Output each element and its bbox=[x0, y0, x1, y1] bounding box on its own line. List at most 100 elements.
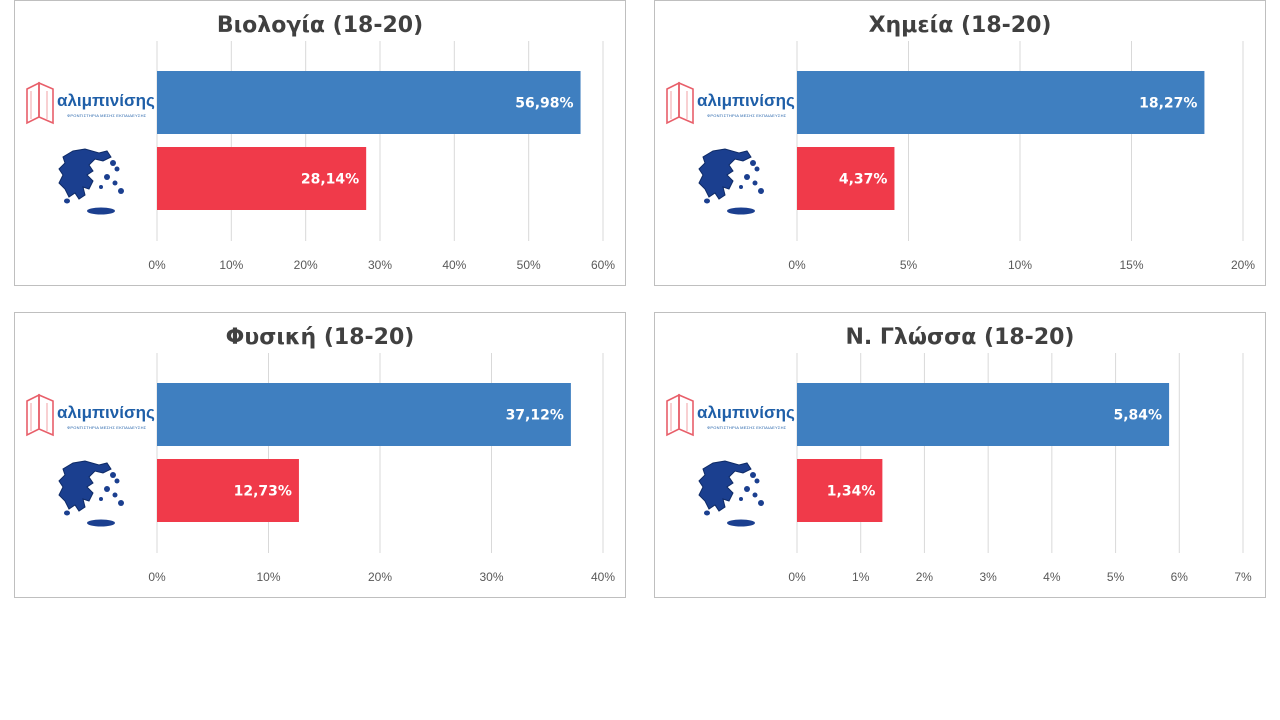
mainland-shape bbox=[58, 148, 112, 200]
island-shape bbox=[744, 486, 750, 492]
book-icon-page bbox=[38, 81, 54, 125]
chart-svg: 0% 10% 20% 30% 40% 37,12% 12,73% αλιμπινίσης ΦΡΟ… bbox=[26, 353, 615, 584]
data-label: 28,14% bbox=[301, 172, 359, 188]
crete-shape bbox=[727, 519, 755, 527]
greece-map-icon bbox=[58, 460, 124, 527]
tick-label: 40% bbox=[442, 258, 466, 272]
island-shape bbox=[104, 174, 110, 180]
island-shape bbox=[752, 180, 758, 186]
logo-tagline: ΦΡΟΝΤΙΣΤΗΡΙΑ ΜΕΣΗΣ ΕΚΠΑΙΔΕΥΣΗΣ bbox=[707, 113, 787, 118]
chart-svg: 0% 1% 2% 3% 4% 5% 6% 7% 5,84% 1,34% αλιμπινίσης ΦΡΟ… bbox=[666, 353, 1252, 584]
logo-tagline: ΦΡΟΝΤΙΣΤΗΡΙΑ ΜΕΣΗΣ ΕΚΠΑΙΔΕΥΣΗΣ bbox=[707, 425, 787, 430]
book-icon-lines bbox=[670, 91, 688, 119]
logo-tagline: ΦΡΟΝΤΙΣΤΗΡΙΑ ΜΕΣΗΣ ΕΚΠΑΙΔΕΥΣΗΣ bbox=[67, 425, 147, 430]
tick-label: 40% bbox=[591, 570, 615, 584]
chart-svg: 0% 10% 20% 30% 40% 50% 60% 56,98% 28,14% αλιμπινί… bbox=[26, 41, 615, 272]
island-shape bbox=[64, 198, 70, 204]
chart-panel-language: Ν. Γλώσσα (18-20) 0% 1% 2% 3% 4% 5% 6% 7% 5,84% 1… bbox=[654, 312, 1266, 598]
chart-title: Ν. Γλώσσα (18-20) bbox=[845, 325, 1075, 350]
tick-label: 0% bbox=[788, 258, 806, 272]
logo-name: αλιμπινίσης bbox=[57, 403, 155, 422]
tick-label: 5% bbox=[900, 258, 918, 272]
greece-map-icon bbox=[58, 148, 124, 215]
bar-school bbox=[797, 71, 1205, 134]
island-shape bbox=[704, 510, 710, 516]
tick-label: 6% bbox=[1171, 570, 1189, 584]
island-shape bbox=[750, 160, 756, 166]
tick-label: 15% bbox=[1119, 258, 1143, 272]
tick-label: 10% bbox=[1008, 258, 1032, 272]
island-shape bbox=[114, 166, 120, 172]
book-icon-lines bbox=[30, 403, 48, 431]
data-label: 4,37% bbox=[839, 172, 888, 188]
mainland-shape bbox=[698, 148, 752, 200]
bar-school bbox=[157, 71, 581, 134]
bar-school bbox=[797, 383, 1170, 446]
brand-logo: αλιμπινίσης ΦΡΟΝΤΙΣΤΗΡΙΑ ΜΕΣΗΣ ΕΚΠΑΙΔΕΥΣΗ… bbox=[666, 393, 795, 437]
brand-logo: αλιμπινίσης ΦΡΟΝΤΙΣΤΗΡΙΑ ΜΕΣΗΣ ΕΚΠΑΙΔΕΥΣΗ… bbox=[26, 81, 155, 125]
island-shape bbox=[64, 510, 70, 516]
data-label: 5,84% bbox=[1114, 408, 1163, 424]
island-shape bbox=[110, 160, 116, 166]
data-label: 12,73% bbox=[234, 484, 292, 500]
data-label: 37,12% bbox=[506, 408, 564, 424]
brand-logo: αλιμπινίσης ΦΡΟΝΤΙΣΤΗΡΙΑ ΜΕΣΗΣ ΕΚΠΑΙΔΕΥΣΗ… bbox=[666, 81, 795, 125]
book-icon bbox=[666, 393, 680, 437]
data-label: 56,98% bbox=[515, 96, 573, 112]
island-shape bbox=[704, 198, 710, 204]
island-shape bbox=[99, 497, 103, 501]
island-shape bbox=[739, 497, 743, 501]
tick-label: 60% bbox=[591, 258, 615, 272]
logo-tagline: ΦΡΟΝΤΙΣΤΗΡΙΑ ΜΕΣΗΣ ΕΚΠΑΙΔΕΥΣΗΣ bbox=[67, 113, 147, 118]
tick-label: 10% bbox=[256, 570, 280, 584]
island-shape bbox=[750, 472, 756, 478]
island-shape bbox=[739, 185, 743, 189]
tick-label: 20% bbox=[368, 570, 392, 584]
island-shape bbox=[758, 500, 764, 506]
logo-name: αλιμπινίσης bbox=[697, 403, 795, 422]
crete-shape bbox=[87, 519, 115, 527]
book-icon bbox=[26, 81, 40, 125]
chart-panel-physics: Φυσική (18-20) 0% 10% 20% 30% 40% 37,12% 12,73… bbox=[14, 312, 626, 598]
tick-label: 30% bbox=[479, 570, 503, 584]
island-shape bbox=[114, 478, 120, 484]
crete-shape bbox=[727, 207, 755, 215]
brand-logo: αλιμπινίσης ΦΡΟΝΤΙΣΤΗΡΙΑ ΜΕΣΗΣ ΕΚΠΑΙΔΕΥΣΗ… bbox=[26, 393, 155, 437]
island-shape bbox=[754, 166, 760, 172]
island-shape bbox=[110, 472, 116, 478]
bar-national bbox=[797, 147, 895, 210]
book-icon-lines bbox=[670, 403, 688, 431]
book-icon-page bbox=[38, 393, 54, 437]
chart-title: Βιολογία (18-20) bbox=[216, 13, 424, 38]
tick-label: 50% bbox=[517, 258, 541, 272]
chart-title: Χημεία (18-20) bbox=[868, 13, 1052, 38]
island-shape bbox=[104, 486, 110, 492]
island-shape bbox=[754, 478, 760, 484]
book-icon-page bbox=[678, 81, 694, 125]
book-icon-lines bbox=[30, 91, 48, 119]
tick-label: 4% bbox=[1043, 570, 1061, 584]
logo-name: αλιμπινίσης bbox=[697, 91, 795, 110]
chart-title: Φυσική (18-20) bbox=[225, 325, 415, 350]
bar-national bbox=[797, 459, 883, 522]
island-shape bbox=[752, 492, 758, 498]
mainland-shape bbox=[58, 460, 112, 512]
tick-label: 30% bbox=[368, 258, 392, 272]
chart-svg: 0% 5% 10% 15% 20% 18,27% 4,37% αλιμπινίσης ΦΡΟΝΤ… bbox=[666, 41, 1255, 272]
tick-label: 0% bbox=[788, 570, 806, 584]
tick-label: 0% bbox=[148, 570, 166, 584]
island-shape bbox=[758, 188, 764, 194]
crete-shape bbox=[87, 207, 115, 215]
tick-label: 7% bbox=[1234, 570, 1252, 584]
tick-label: 10% bbox=[219, 258, 243, 272]
bar-national bbox=[157, 147, 367, 210]
tick-label: 3% bbox=[979, 570, 997, 584]
chart-panel-chemistry: Χημεία (18-20) 0% 5% 10% 15% 20% 18,27% 4,37% α… bbox=[654, 0, 1266, 286]
tick-label: 20% bbox=[1231, 258, 1255, 272]
book-icon-page bbox=[678, 393, 694, 437]
island-shape bbox=[118, 188, 124, 194]
book-icon bbox=[666, 81, 680, 125]
data-label: 18,27% bbox=[1139, 96, 1197, 112]
tick-label: 2% bbox=[916, 570, 934, 584]
island-shape bbox=[744, 174, 750, 180]
